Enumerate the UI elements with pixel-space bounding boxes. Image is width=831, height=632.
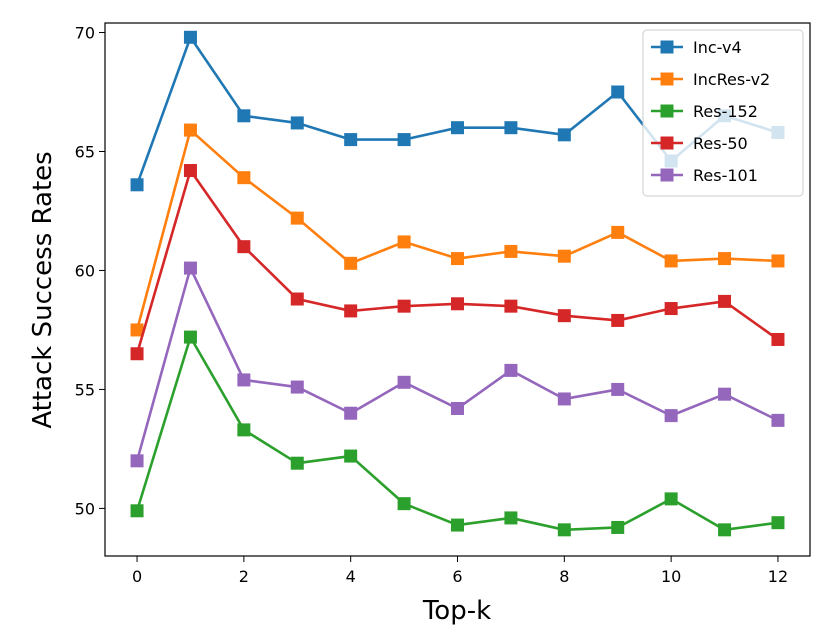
x-axis: 0 2 4 6 8 10 12 — [132, 556, 788, 586]
series-res-50 — [130, 164, 785, 361]
data-point — [451, 401, 464, 415]
data-point — [290, 380, 304, 394]
data-point — [611, 313, 625, 327]
legend-box — [642, 29, 804, 197]
data-point — [504, 299, 518, 313]
data-point — [237, 109, 251, 123]
y-axis: 50 55 60 65 70 — [75, 24, 105, 518]
data-point — [397, 375, 411, 389]
data-point — [344, 304, 358, 318]
legend-marker — [660, 136, 674, 150]
data-point — [130, 347, 144, 361]
data-point — [451, 252, 464, 266]
data-point — [130, 504, 144, 518]
data-point — [397, 235, 411, 249]
data-point — [237, 373, 251, 387]
data-point — [344, 256, 358, 270]
data-point — [718, 294, 732, 308]
data-point — [451, 297, 464, 311]
data-point — [183, 164, 197, 178]
legend-label: Res-152 — [693, 102, 758, 121]
data-point — [290, 211, 304, 225]
data-point — [183, 261, 197, 275]
legend-label: IncRes-v2 — [693, 70, 770, 89]
data-point — [237, 423, 251, 437]
data-point — [771, 332, 785, 346]
x-tick-label: 10 — [661, 567, 681, 586]
legend-marker — [660, 104, 674, 118]
legend-marker — [660, 40, 674, 54]
legend-marker — [660, 72, 674, 86]
y-tick-label: 70 — [75, 24, 95, 43]
x-tick-label: 4 — [346, 567, 356, 586]
data-point — [344, 406, 358, 420]
data-point — [557, 523, 571, 537]
data-point — [397, 133, 411, 147]
data-point — [237, 171, 251, 185]
data-point — [130, 454, 144, 468]
x-tick-label: 2 — [239, 567, 249, 586]
y-tick-label: 60 — [75, 261, 95, 280]
data-point — [664, 492, 678, 506]
data-point — [397, 497, 411, 511]
data-point — [504, 363, 518, 377]
data-point — [664, 409, 678, 423]
data-point — [611, 382, 625, 396]
legend-label: Inc-v4 — [693, 38, 742, 57]
x-tick-label: 6 — [452, 567, 462, 586]
data-point — [237, 240, 251, 254]
y-tick-label: 50 — [75, 499, 95, 518]
data-point — [290, 456, 304, 470]
data-point — [451, 121, 464, 135]
data-point — [771, 413, 785, 427]
x-axis-title: Top-k — [422, 596, 491, 626]
data-point — [130, 178, 144, 192]
data-point — [344, 449, 358, 463]
data-point — [290, 116, 304, 130]
data-point — [664, 254, 678, 268]
data-point — [290, 292, 304, 306]
legend-label: Res-50 — [693, 134, 748, 153]
legend-marker — [660, 168, 674, 182]
x-tick-label: 12 — [768, 567, 788, 586]
y-tick-label: 55 — [75, 380, 95, 399]
x-tick-label: 8 — [559, 567, 569, 586]
data-point — [611, 85, 625, 99]
data-point — [130, 323, 144, 337]
data-point — [344, 133, 358, 147]
data-point — [718, 387, 732, 401]
series-res-101 — [130, 261, 785, 468]
data-point — [611, 225, 625, 239]
data-point — [504, 511, 518, 525]
data-point — [183, 330, 197, 344]
legend-label: Res-101 — [693, 166, 758, 185]
data-point — [451, 518, 464, 532]
x-tick-label: 0 — [132, 567, 142, 586]
data-point — [771, 516, 785, 530]
data-point — [183, 123, 197, 137]
data-point — [504, 244, 518, 258]
series-res-152 — [130, 330, 785, 537]
data-point — [397, 299, 411, 313]
legend: Inc-v4 IncRes-v2 Res-152 Res-50 Res-101 — [642, 29, 804, 197]
data-point — [557, 392, 571, 406]
data-point — [183, 30, 197, 44]
y-axis-title: Attack Success Rates — [28, 151, 58, 428]
data-point — [664, 302, 678, 316]
data-point — [557, 249, 571, 263]
data-point — [557, 309, 571, 323]
data-point — [504, 121, 518, 135]
data-point — [718, 523, 732, 537]
data-point — [611, 520, 625, 534]
data-point — [557, 128, 571, 142]
data-point — [771, 254, 785, 268]
y-tick-label: 65 — [75, 142, 95, 161]
data-point — [718, 252, 732, 266]
series-incres-v2 — [130, 123, 785, 337]
